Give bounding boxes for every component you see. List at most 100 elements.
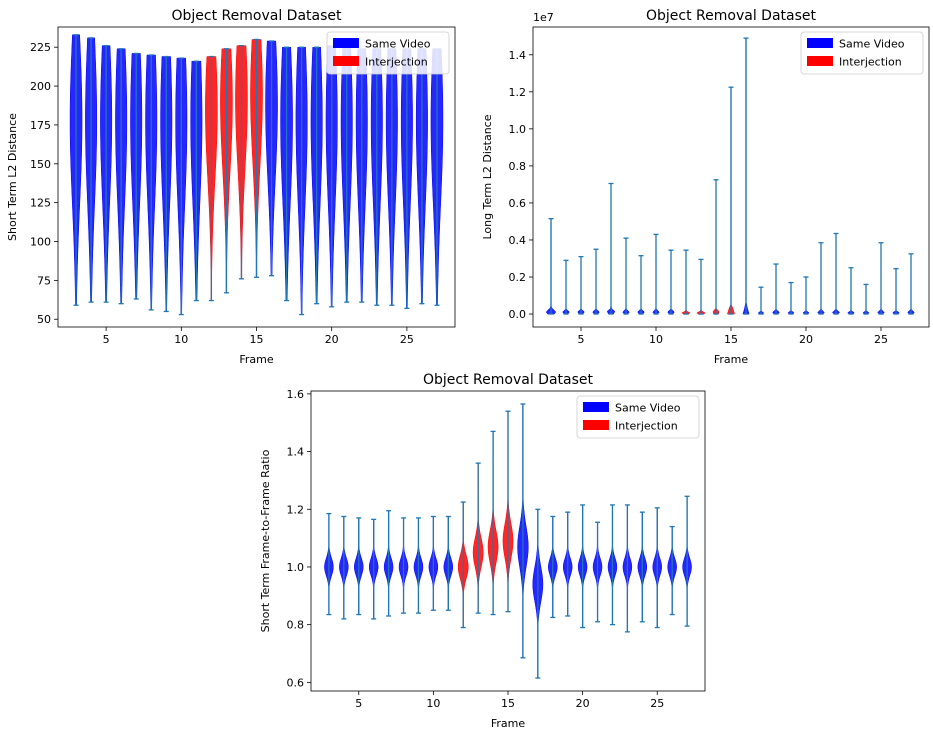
violin-frame-19 — [310, 46, 323, 305]
x-tick-label: 25 — [650, 697, 664, 710]
legend: Same Video Interjection — [800, 31, 924, 75]
y-tick-label: 1.2 — [287, 503, 305, 516]
y-tick-label: 0.8 — [509, 160, 527, 173]
x-tick-label: 10 — [426, 697, 440, 710]
violin-frame-22 — [832, 232, 840, 315]
violin-frame-5 — [354, 517, 364, 616]
violin-frame-15 — [727, 86, 735, 315]
violin-frame-13 — [472, 462, 484, 614]
x-tick-label: 20 — [576, 697, 590, 710]
violin-frame-5 — [100, 45, 113, 303]
y-tick-label: 150 — [30, 158, 51, 171]
legend-swatch-same-video — [333, 38, 359, 48]
x-tick-label: 15 — [724, 333, 738, 346]
y-axis-label: Short Term Frame-to-Frame Ratio — [259, 449, 272, 632]
chart-title: Object Removal Dataset — [423, 372, 594, 388]
violin-frame-27 — [430, 48, 444, 306]
violin-frame-14 — [487, 430, 499, 616]
violin-frame-10 — [428, 515, 439, 611]
violin-frame-23 — [370, 48, 383, 306]
legend-label-same-video: Same Video — [839, 38, 905, 51]
violin-frame-21 — [340, 45, 353, 303]
x-tick-label: 10 — [649, 333, 663, 346]
y-tick-label: 0.0 — [509, 308, 527, 321]
chart-3: Object Removal Dataset Frame Short Term Fr… — [259, 372, 706, 730]
y-tick-label: 75 — [37, 274, 51, 287]
y-offset-text: 1e7 — [533, 11, 554, 24]
y-tick-label: 100 — [30, 236, 51, 249]
violin-frame-18 — [548, 515, 558, 619]
violin-frame-27 — [907, 253, 915, 315]
violin-frame-19 — [787, 281, 795, 315]
violin-frame-6 — [592, 248, 600, 315]
x-tick-label: 5 — [103, 333, 110, 346]
violin-frame-8 — [622, 237, 630, 315]
violin-frame-13 — [220, 48, 233, 294]
violin-frame-10 — [652, 233, 660, 315]
y-tick-label: 0.2 — [509, 271, 527, 284]
legend-swatch-same-video — [807, 38, 833, 48]
violin-frame-20 — [802, 276, 810, 315]
legend-swatch-interjection — [333, 56, 359, 66]
violin-frame-24 — [637, 511, 648, 623]
violin-frame-3 — [324, 512, 334, 616]
y-tick-label: 200 — [30, 80, 51, 93]
violin-frame-11 — [443, 515, 454, 611]
violin-frame-16 — [742, 37, 750, 315]
violin-frame-23 — [622, 504, 633, 633]
violin-frame-18 — [295, 46, 308, 316]
violin-frame-5 — [577, 255, 585, 315]
violin-frame-24 — [862, 283, 870, 315]
violin-frame-16 — [517, 403, 529, 659]
legend: Same Video Interjection — [326, 31, 450, 75]
violin-frame-7 — [383, 510, 394, 617]
y-tick-label: 1.0 — [287, 561, 305, 574]
y-tick-label: 1.4 — [287, 446, 305, 459]
violin-frame-7 — [606, 182, 616, 315]
y-tick-label: 1.6 — [287, 388, 305, 401]
y-tick-label: 1.2 — [509, 86, 527, 99]
y-tick-label: 0.8 — [287, 619, 305, 632]
legend-label-interjection: Interjection — [365, 56, 428, 69]
violin-frame-20 — [325, 45, 338, 308]
y-tick-label: 1.0 — [509, 123, 527, 136]
y-tick-label: 50 — [37, 313, 51, 326]
violin-frame-22 — [607, 504, 618, 626]
y-tick-label: 175 — [30, 119, 51, 132]
violin-frame-4 — [562, 259, 570, 315]
violin-frame-26 — [892, 268, 900, 315]
violin-frame-26 — [415, 48, 428, 305]
violin-frame-21 — [592, 521, 603, 623]
violin-frame-12 — [681, 249, 691, 315]
legend-swatch-same-video — [583, 402, 609, 412]
violin-frame-8 — [145, 54, 158, 311]
x-axis-label: Frame — [714, 353, 749, 366]
x-tick-label: 25 — [400, 333, 414, 346]
x-tick-label: 5 — [578, 333, 585, 346]
x-axis-label: Frame — [239, 353, 274, 366]
legend-label-same-video: Same Video — [365, 38, 431, 51]
violin-frame-17 — [280, 46, 293, 302]
y-axis-label: Short Term L2 Distance — [6, 113, 19, 241]
chart-1: Object Removal Dataset Frame Short Term L2… — [6, 8, 456, 366]
violin-frame-24 — [385, 48, 398, 306]
violin-frame-16 — [265, 40, 278, 277]
violin-frame-14 — [712, 179, 720, 315]
violin-frame-9 — [160, 55, 173, 313]
legend: Same Video Interjection — [576, 395, 700, 439]
chart-title: Object Removal Dataset — [172, 8, 343, 24]
x-tick-label: 10 — [174, 333, 188, 346]
chart-2: Object Removal Dataset Frame Long Term L2 … — [481, 8, 930, 366]
violin-frame-8 — [398, 517, 409, 614]
violin-frame-9 — [413, 517, 424, 614]
x-tick-label: 25 — [874, 333, 888, 346]
violin-frame-6 — [368, 518, 379, 620]
y-tick-label: 0.4 — [509, 234, 527, 247]
y-tick-label: 125 — [30, 197, 51, 210]
x-axis-label: Frame — [491, 717, 526, 730]
violin-frame-3 — [69, 34, 83, 306]
x-tick-label: 20 — [799, 333, 813, 346]
x-tick-label: 15 — [250, 333, 264, 346]
violin-frame-11 — [190, 60, 203, 302]
